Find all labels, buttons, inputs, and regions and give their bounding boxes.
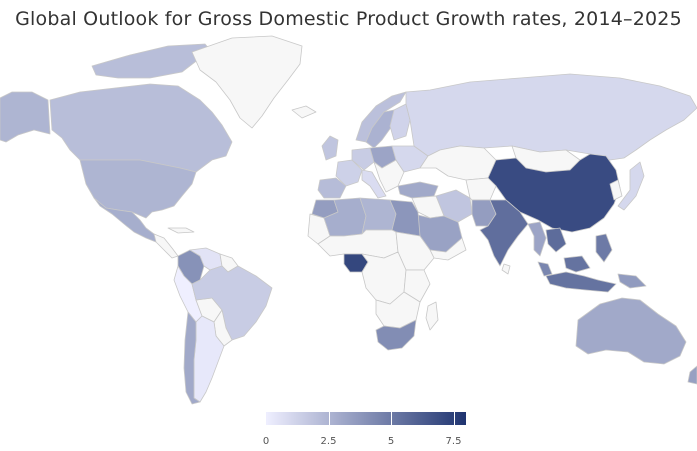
country-new-zealand[interactable] [687, 365, 697, 385]
country-korea[interactable] [609, 179, 623, 201]
country-canada[interactable] [91, 43, 213, 79]
country-australia[interactable] [575, 297, 687, 365]
country-united-kingdom[interactable] [321, 135, 339, 161]
country-vietnam[interactable] [545, 227, 567, 253]
country-spain[interactable] [317, 177, 347, 199]
country-canada[interactable] [49, 83, 233, 173]
country-kenya[interactable] [403, 269, 431, 303]
country-greenland[interactable] [191, 35, 303, 129]
legend-tick-label: 7.5 [445, 436, 462, 447]
country-united-states[interactable] [79, 159, 197, 219]
legend-tick [391, 412, 392, 425]
country-germany[interactable] [351, 147, 375, 171]
legend-tick-label: 2.5 [320, 436, 337, 447]
chart-title: Global Outlook for Gross Domestic Produc… [15, 8, 682, 30]
country-turkey[interactable] [397, 181, 439, 199]
country-central-america[interactable] [153, 233, 179, 259]
legend-tick [453, 412, 455, 425]
country-papua-new-guinea[interactable] [617, 273, 647, 289]
country-philippines[interactable] [595, 233, 613, 263]
country-brazil[interactable] [191, 265, 273, 341]
legend-tick-label: 0 [262, 436, 270, 447]
country-india[interactable] [479, 199, 529, 267]
country-russia[interactable] [405, 73, 697, 161]
country-sri-lanka[interactable] [501, 263, 511, 275]
country-japan[interactable] [617, 161, 645, 211]
country-cuba[interactable] [167, 227, 195, 234]
country-iceland[interactable] [291, 105, 317, 119]
country-indonesia[interactable] [563, 255, 591, 273]
country-malaysia[interactable] [537, 261, 553, 277]
country-madagascar[interactable] [425, 301, 439, 331]
legend-tick [328, 412, 330, 425]
country-chile[interactable] [183, 311, 201, 405]
country-balkans[interactable] [373, 159, 405, 193]
country-afghanistan[interactable] [465, 177, 497, 201]
country-italy[interactable] [361, 169, 387, 199]
country-indonesia[interactable] [545, 271, 617, 293]
country-united-states[interactable] [0, 91, 51, 143]
legend-tick-label: 5 [387, 436, 395, 447]
country-south-africa[interactable] [375, 319, 417, 351]
color-legend-bar [266, 412, 466, 425]
country-thailand[interactable] [527, 221, 547, 257]
